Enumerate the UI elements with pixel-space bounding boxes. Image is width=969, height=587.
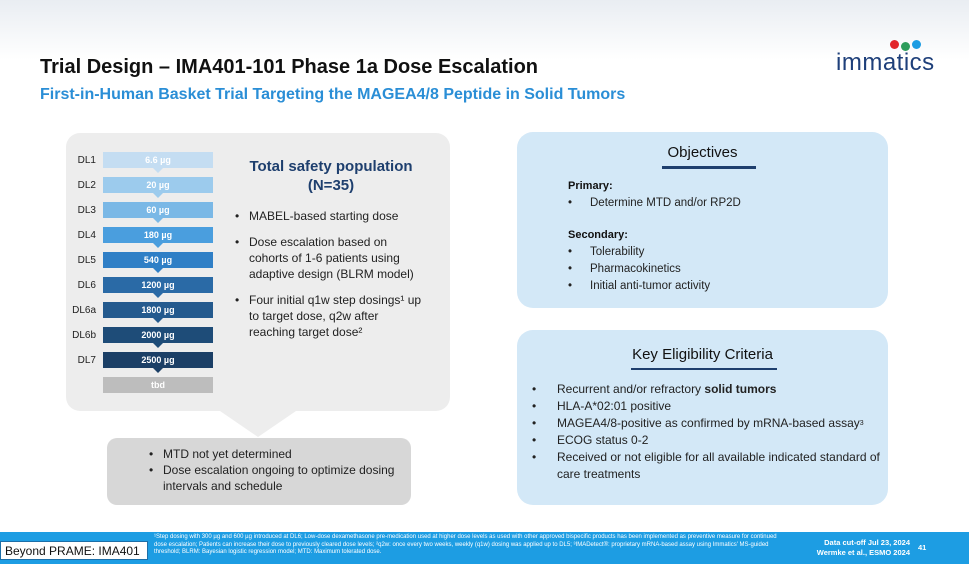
list-item: MAGEA4/8-positive as confirmed by mRNA-b…	[532, 415, 882, 432]
dose-level-label: DL7	[77, 355, 96, 366]
eligibility-panel: Key Eligibility Criteria Recurrent and/o…	[517, 330, 888, 505]
dose-level-bar: 2000 µg	[103, 327, 213, 343]
dose-step-arrow	[153, 293, 163, 298]
safety-title-line2: (N=35)	[307, 177, 355, 194]
objectives-title: Objectives	[667, 144, 738, 161]
dose-level-label: DL6a	[72, 305, 96, 316]
secondary-label: Secondary:	[568, 229, 628, 241]
dose-step-arrow	[153, 218, 163, 223]
dose-level-bar: 1800 µg	[103, 302, 213, 318]
eligibility-title: Key Eligibility Criteria	[632, 346, 773, 363]
list-item: Four initial q1w step dosings¹ up to tar…	[235, 292, 425, 340]
logo-dot-blue	[912, 40, 921, 49]
logo-text: immatics	[836, 49, 935, 76]
panel-pointer	[220, 411, 296, 437]
dose-level-bar: tbd	[103, 377, 213, 393]
dose-step-arrow	[153, 243, 163, 248]
objectives-panel: Objectives Primary: • Determine MTD and/o…	[517, 132, 888, 308]
dose-step-arrow	[153, 368, 163, 373]
dose-step-arrow	[153, 168, 163, 173]
citation-text: Wermke et al., ESMO 2024	[816, 548, 910, 557]
footer-bar	[0, 532, 969, 564]
status-bullets: MTD not yet determined Dose escalation o…	[149, 446, 404, 494]
eligibility-underline	[631, 368, 777, 370]
dose-level-bar: 20 µg	[103, 177, 213, 193]
list-item: HLA-A*02:01 positive	[532, 398, 882, 415]
dose-step-arrow	[153, 193, 163, 198]
secondary-item: • Tolerability	[568, 246, 645, 258]
dose-level-label: DL3	[77, 205, 96, 216]
list-item: MTD not yet determined	[149, 446, 404, 462]
mtd-status-box: MTD not yet determined Dose escalation o…	[107, 438, 411, 505]
immatics-logo: immatics	[832, 36, 942, 80]
secondary-item: • Pharmacokinetics	[568, 263, 681, 275]
dose-step-arrow	[153, 268, 163, 273]
dose-level-label: DL6	[77, 280, 96, 291]
page-number: 41	[918, 543, 927, 552]
primary-item: • Determine MTD and/or RP2D	[568, 197, 741, 209]
primary-label: Primary:	[568, 180, 613, 192]
dose-level-label: DL2	[77, 180, 96, 191]
data-cutoff: Data cut-off Jul 23, 2024 Wermke et al.,…	[790, 538, 910, 558]
eligibility-criteria: Recurrent and/or refractory solid tumors…	[532, 381, 882, 483]
dose-level-bar: 60 µg	[103, 202, 213, 218]
list-item: Recurrent and/or refractory solid tumors	[532, 381, 882, 398]
dose-step-arrow	[153, 343, 163, 348]
list-item: Dose escalation ongoing to optimize dosi…	[149, 462, 404, 494]
logo-dot-red	[890, 40, 899, 49]
dose-level-label: DL4	[77, 230, 96, 241]
dose-level-bar: 540 µg	[103, 252, 213, 268]
dose-level-label: DL1	[77, 155, 96, 166]
cutoff-text: Data cut-off Jul 23, 2024	[824, 538, 910, 547]
list-item: ECOG status 0-2	[532, 432, 882, 449]
slide-subtitle: First-in-Human Basket Trial Targeting th…	[40, 86, 626, 103]
slide-title: Trial Design – IMA401-101 Phase 1a Dose …	[40, 56, 539, 78]
safety-population-title: Total safety population (N=35)	[236, 157, 426, 195]
dose-level-bar: 6.6 µg	[103, 152, 213, 168]
list-item: Dose escalation based on cohorts of 1-6 …	[235, 234, 425, 282]
objectives-underline	[662, 166, 756, 169]
dose-step-arrow	[153, 318, 163, 323]
dose-level-label: DL6b	[72, 330, 96, 341]
logo-dot-green	[901, 42, 910, 51]
top-shade	[0, 0, 969, 60]
dose-level-bar: 180 µg	[103, 227, 213, 243]
safety-title-line1: Total safety population	[249, 158, 413, 175]
secondary-item: • Initial anti-tumor activity	[568, 280, 711, 292]
section-label: Beyond PRAME: IMA401	[0, 541, 148, 560]
dose-level-bar: 2500 µg	[103, 352, 213, 368]
list-item: MABEL-based starting dose	[235, 208, 425, 224]
dose-level-bar: 1200 µg	[103, 277, 213, 293]
design-bullets: MABEL-based starting dose Dose escalatio…	[235, 208, 425, 350]
list-item: Received or not eligible for all availab…	[532, 449, 882, 483]
footnotes: ¹Step dosing with 300 µg and 600 µg intr…	[154, 534, 777, 555]
dose-level-label: DL5	[77, 255, 96, 266]
